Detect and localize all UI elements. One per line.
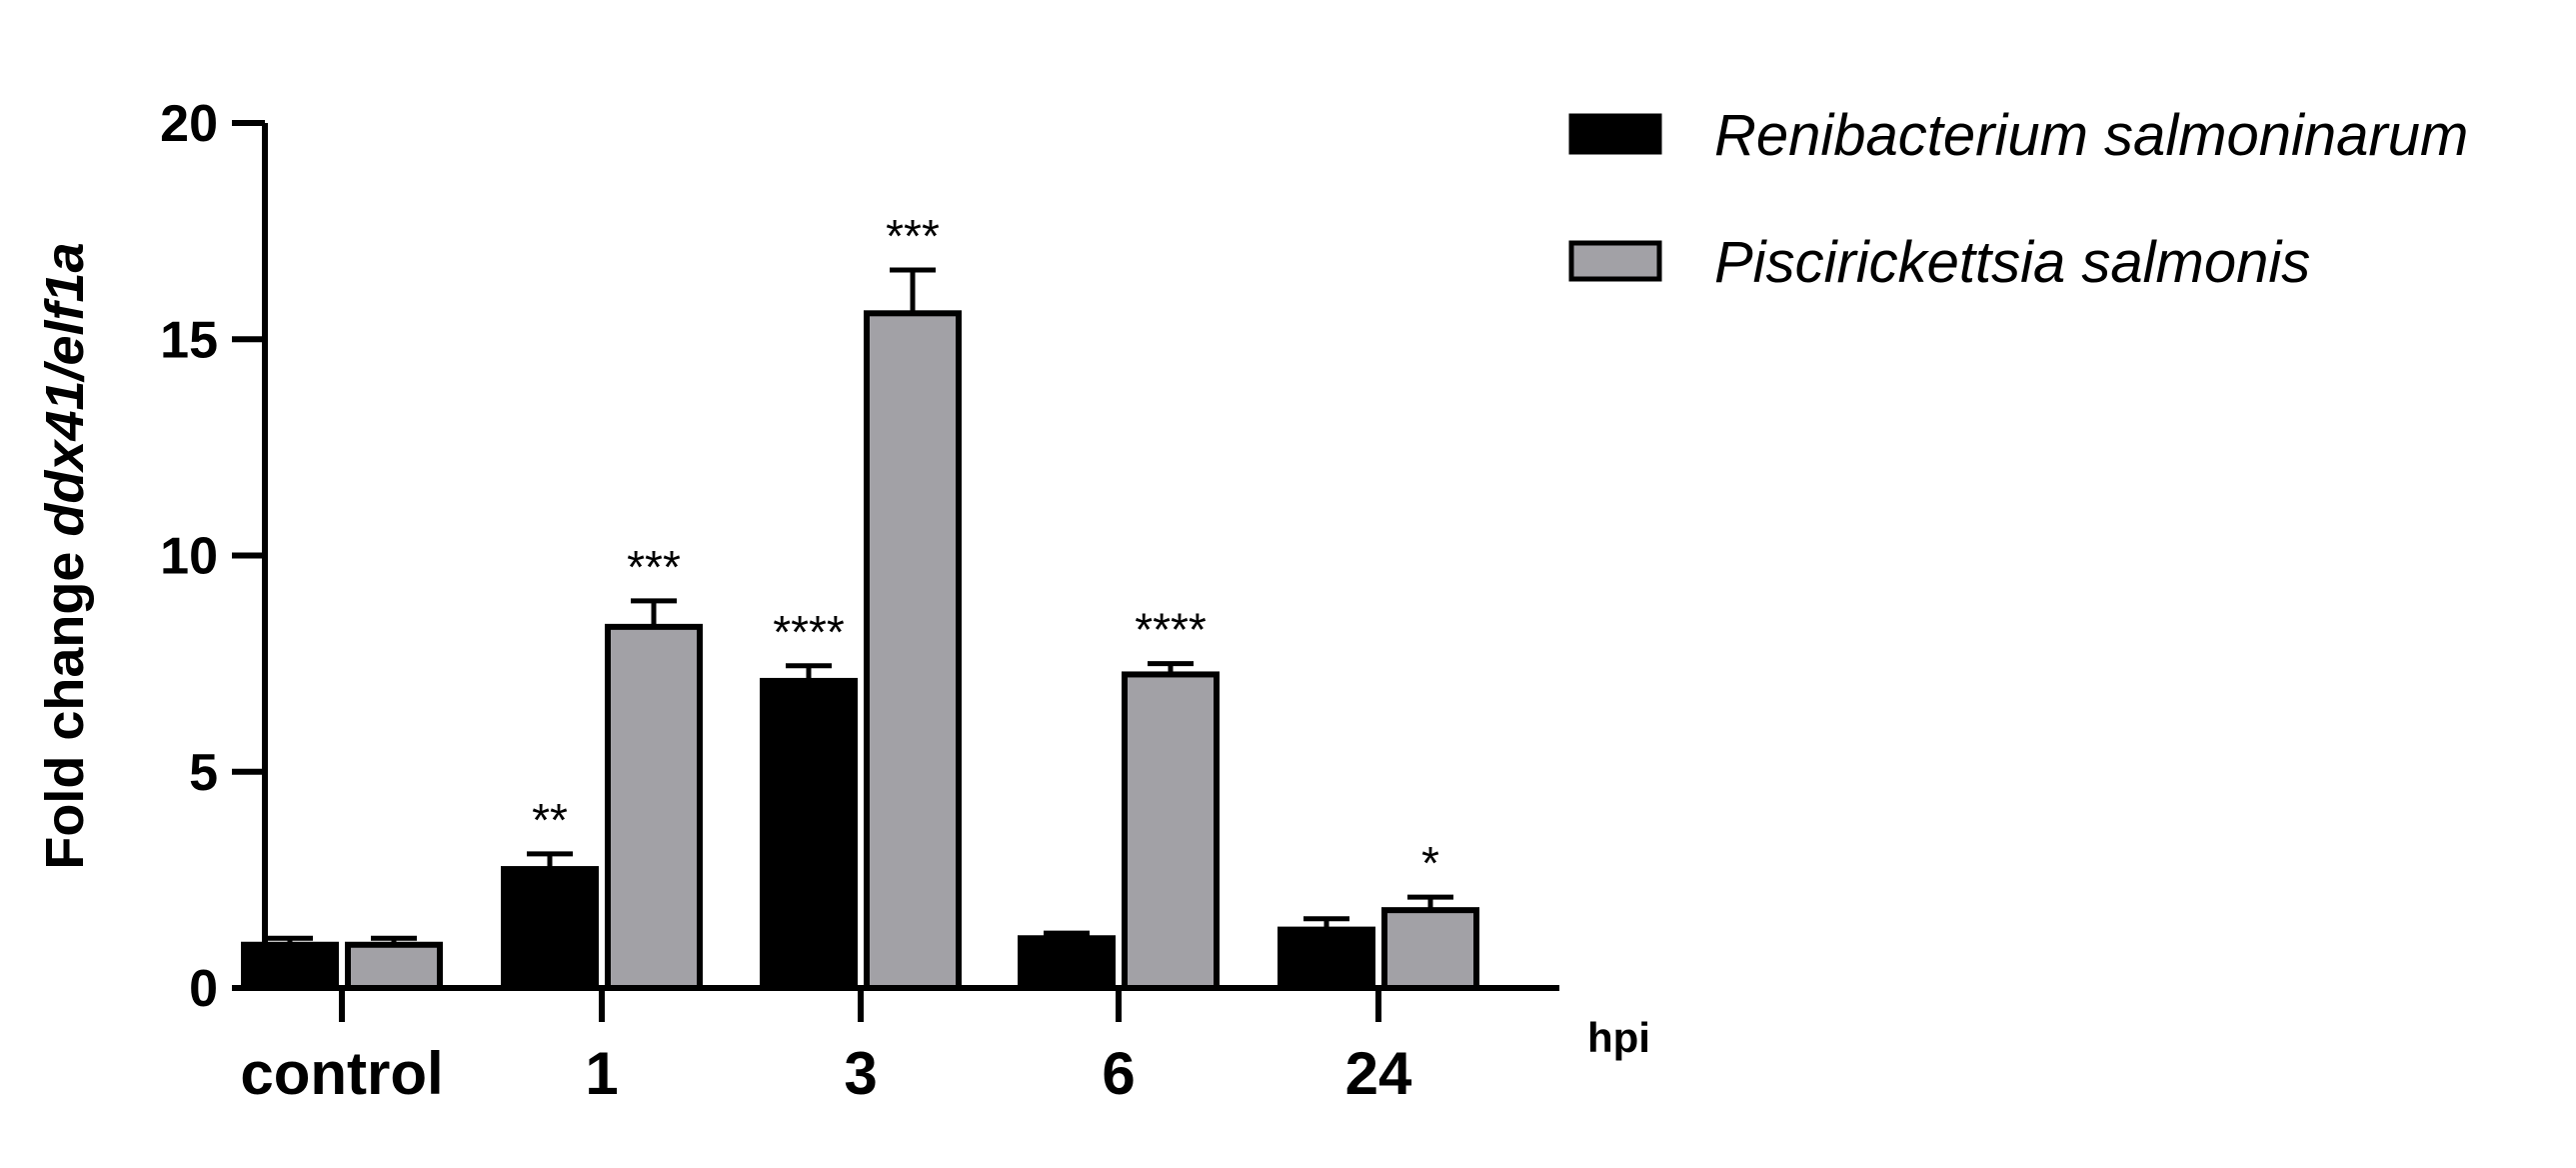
bar <box>1278 926 1375 991</box>
legend-label-piscirickettsia: Piscirickettsia salmonis <box>1714 230 2310 295</box>
bars <box>241 267 1479 992</box>
y-axis-title-prefix: Fold change <box>35 537 95 870</box>
bar <box>1381 907 1479 992</box>
y-tick-label: 5 <box>189 744 218 802</box>
significance-label: ** <box>532 794 568 846</box>
bar <box>760 677 858 991</box>
bar <box>241 941 339 991</box>
y-tick-label: 10 <box>160 528 218 586</box>
bar <box>1018 935 1116 992</box>
significance-label: **** <box>1135 604 1207 656</box>
significance-label: **** <box>773 606 845 658</box>
x-unit-label: hpi <box>1587 1014 1650 1061</box>
significance-label: *** <box>886 210 940 262</box>
bar <box>345 941 443 991</box>
y-axis-title: Fold change ddx41/elf1a <box>35 242 95 869</box>
x-tick-label: 1 <box>585 1040 618 1107</box>
bar <box>1122 671 1220 991</box>
x-ticks: control 1 3 6 24 <box>240 988 1412 1107</box>
x-tick-label: 3 <box>844 1040 877 1107</box>
x-tick-label: 6 <box>1102 1040 1135 1107</box>
y-tick-label: 0 <box>189 960 218 1018</box>
x-tick-label: 24 <box>1345 1040 1412 1107</box>
significance-marks: ***************** <box>532 210 1439 889</box>
y-axis-title-gene: ddx41/elf1a <box>35 242 95 536</box>
legend: Renibacterium salmoninarum Pisciricketts… <box>1568 103 2468 295</box>
y-ticks: 0 5 10 15 20 <box>160 95 265 1018</box>
bar <box>864 310 962 991</box>
y-tick-label: 15 <box>160 311 218 369</box>
bar <box>501 866 599 991</box>
significance-label: * <box>1421 837 1439 889</box>
y-tick-label: 20 <box>160 95 218 153</box>
legend-label-renibacterium: Renibacterium salmoninarum <box>1714 103 2468 168</box>
legend-swatch-renibacterium <box>1568 113 1662 155</box>
legend-swatch-piscirickettsia <box>1568 240 1662 282</box>
x-tick-label: control <box>240 1040 443 1107</box>
bar <box>605 623 703 991</box>
significance-label: *** <box>627 541 681 593</box>
